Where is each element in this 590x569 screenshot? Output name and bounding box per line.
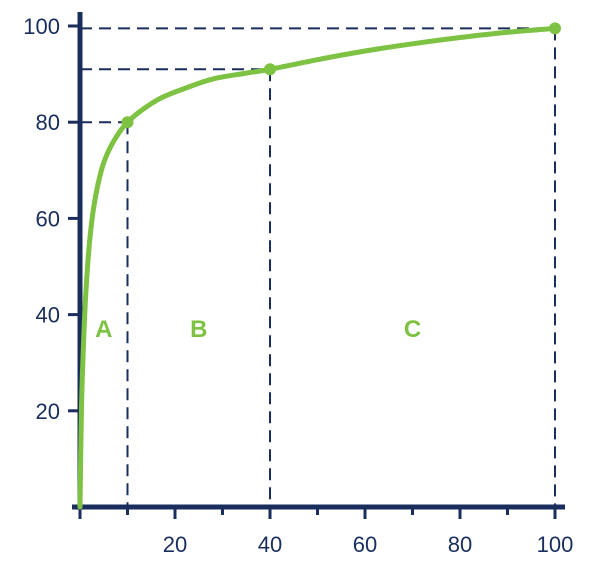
x-tick-label-40: 40 (258, 532, 282, 557)
highlight-point-2 (549, 22, 561, 35)
y-tick-label-20: 20 (36, 399, 60, 424)
y-tick-label-80: 80 (36, 110, 60, 135)
axes (72, 12, 565, 510)
tick-labels: 20 40 60 80 100 20 40 60 80 100 (23, 14, 573, 557)
region-label-c: C (404, 316, 421, 343)
region-labels: A B C (95, 316, 421, 343)
x-tick-label-60: 60 (353, 532, 377, 557)
region-label-b: B (190, 316, 207, 343)
x-tick-label-20: 20 (163, 532, 187, 557)
guide-lines (80, 27, 556, 507)
series-line-0 (77, 25, 558, 510)
tick-marks (68, 24, 557, 519)
highlight-point-1 (264, 63, 276, 76)
x-tick-label-100: 100 (537, 532, 574, 557)
x-tick-label-80: 80 (448, 532, 472, 557)
region-label-a: A (95, 316, 112, 343)
y-tick-label-60: 60 (36, 206, 60, 231)
y-tick-label-40: 40 (36, 303, 60, 328)
highlight-point-0 (121, 116, 134, 129)
highlight-points (121, 22, 561, 129)
y-tick-label-100: 100 (23, 14, 60, 39)
series (77, 25, 558, 510)
